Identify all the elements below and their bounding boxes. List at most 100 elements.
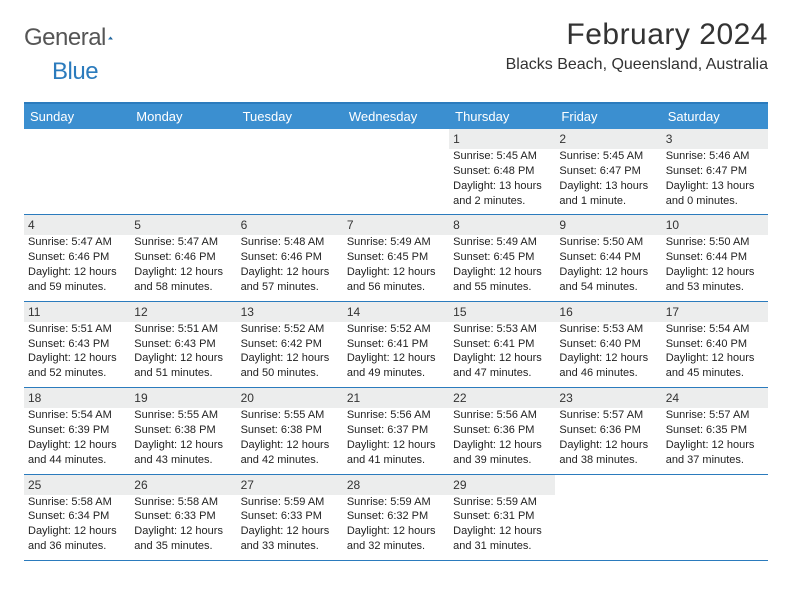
sunrise-line: Sunrise: 5:59 AM: [347, 495, 445, 510]
day-cell: [237, 149, 343, 214]
sunset-line: Sunset: 6:37 PM: [347, 423, 445, 438]
daylight-line: Daylight: 12 hours and 55 minutes.: [453, 265, 551, 295]
daylight-line: Daylight: 13 hours and 1 minute.: [559, 179, 657, 209]
weekday-header: Thursday: [449, 104, 555, 129]
sunrise-line: Sunrise: 5:56 AM: [453, 408, 551, 423]
sunset-line: Sunset: 6:47 PM: [666, 164, 764, 179]
sunrise-line: Sunrise: 5:58 AM: [28, 495, 126, 510]
sunset-line: Sunset: 6:43 PM: [134, 337, 232, 352]
day-cell: Sunrise: 5:53 AMSunset: 6:41 PMDaylight:…: [449, 322, 555, 387]
sunrise-line: Sunrise: 5:45 AM: [453, 149, 551, 164]
daylight-line: Daylight: 12 hours and 47 minutes.: [453, 351, 551, 381]
sunrise-line: Sunrise: 5:57 AM: [666, 408, 764, 423]
day-number: 13: [237, 302, 343, 322]
daylight-line: Daylight: 12 hours and 39 minutes.: [453, 438, 551, 468]
sunrise-line: Sunrise: 5:48 AM: [241, 235, 339, 250]
sunrise-line: Sunrise: 5:55 AM: [134, 408, 232, 423]
day-number: 22: [449, 388, 555, 408]
sunset-line: Sunset: 6:34 PM: [28, 509, 126, 524]
daylight-line: Daylight: 12 hours and 42 minutes.: [241, 438, 339, 468]
day-cell: Sunrise: 5:58 AMSunset: 6:33 PMDaylight:…: [130, 495, 236, 560]
sunrise-line: Sunrise: 5:54 AM: [28, 408, 126, 423]
day-number: 8: [449, 215, 555, 235]
day-number: 24: [662, 388, 768, 408]
day-number: 14: [343, 302, 449, 322]
day-cell: [24, 149, 130, 214]
sunrise-line: Sunrise: 5:50 AM: [666, 235, 764, 250]
sunset-line: Sunset: 6:33 PM: [134, 509, 232, 524]
sunset-line: Sunset: 6:46 PM: [28, 250, 126, 265]
sunrise-line: Sunrise: 5:56 AM: [347, 408, 445, 423]
day-number: 16: [555, 302, 661, 322]
sunset-line: Sunset: 6:47 PM: [559, 164, 657, 179]
day-cell: Sunrise: 5:52 AMSunset: 6:41 PMDaylight:…: [343, 322, 449, 387]
sunset-line: Sunset: 6:31 PM: [453, 509, 551, 524]
day-cell: Sunrise: 5:59 AMSunset: 6:33 PMDaylight:…: [237, 495, 343, 560]
daylight-line: Daylight: 12 hours and 50 minutes.: [241, 351, 339, 381]
day-cell: Sunrise: 5:49 AMSunset: 6:45 PMDaylight:…: [343, 235, 449, 300]
daylight-line: Daylight: 12 hours and 59 minutes.: [28, 265, 126, 295]
day-cell: Sunrise: 5:59 AMSunset: 6:31 PMDaylight:…: [449, 495, 555, 560]
day-cell: [662, 495, 768, 560]
day-number: 18: [24, 388, 130, 408]
day-number: 7: [343, 215, 449, 235]
day-cell: Sunrise: 5:53 AMSunset: 6:40 PMDaylight:…: [555, 322, 661, 387]
day-number: 6: [237, 215, 343, 235]
sunset-line: Sunset: 6:41 PM: [453, 337, 551, 352]
daylight-line: Daylight: 12 hours and 35 minutes.: [134, 524, 232, 554]
sunrise-line: Sunrise: 5:58 AM: [134, 495, 232, 510]
day-number: 29: [449, 475, 555, 495]
daylight-line: Daylight: 13 hours and 2 minutes.: [453, 179, 551, 209]
sunrise-line: Sunrise: 5:52 AM: [241, 322, 339, 337]
day-number: [662, 475, 768, 495]
daynum-row: 45678910: [24, 215, 768, 235]
day-cell: Sunrise: 5:56 AMSunset: 6:36 PMDaylight:…: [449, 408, 555, 473]
week-row: Sunrise: 5:54 AMSunset: 6:39 PMDaylight:…: [24, 408, 768, 474]
sunrise-line: Sunrise: 5:55 AM: [241, 408, 339, 423]
day-cell: [555, 495, 661, 560]
day-cell: Sunrise: 5:48 AMSunset: 6:46 PMDaylight:…: [237, 235, 343, 300]
calendar-page: General February 2024 Blacks Beach, Quee…: [0, 0, 792, 561]
daynum-row: 123: [24, 129, 768, 149]
daylight-line: Daylight: 12 hours and 54 minutes.: [559, 265, 657, 295]
sunset-line: Sunset: 6:41 PM: [347, 337, 445, 352]
daylight-line: Daylight: 12 hours and 52 minutes.: [28, 351, 126, 381]
daylight-line: Daylight: 12 hours and 31 minutes.: [453, 524, 551, 554]
sunrise-line: Sunrise: 5:51 AM: [28, 322, 126, 337]
day-number: [237, 129, 343, 149]
triangle-icon: [108, 28, 113, 48]
sunset-line: Sunset: 6:36 PM: [559, 423, 657, 438]
daylight-line: Daylight: 12 hours and 45 minutes.: [666, 351, 764, 381]
day-number: [24, 129, 130, 149]
day-cell: Sunrise: 5:51 AMSunset: 6:43 PMDaylight:…: [24, 322, 130, 387]
brand-word-1: General: [24, 24, 106, 52]
day-number: 11: [24, 302, 130, 322]
day-number: [343, 129, 449, 149]
sunrise-line: Sunrise: 5:57 AM: [559, 408, 657, 423]
daynum-row: 11121314151617: [24, 302, 768, 322]
daynum-row: 2526272829: [24, 475, 768, 495]
day-number: 26: [130, 475, 236, 495]
week-row: Sunrise: 5:45 AMSunset: 6:48 PMDaylight:…: [24, 149, 768, 215]
day-number: [130, 129, 236, 149]
day-number: 5: [130, 215, 236, 235]
day-cell: Sunrise: 5:54 AMSunset: 6:40 PMDaylight:…: [662, 322, 768, 387]
day-number: 27: [237, 475, 343, 495]
daylight-line: Daylight: 12 hours and 46 minutes.: [559, 351, 657, 381]
calendar-grid: 123Sunrise: 5:45 AMSunset: 6:48 PMDaylig…: [24, 129, 768, 561]
daylight-line: Daylight: 12 hours and 33 minutes.: [241, 524, 339, 554]
weekday-header: Wednesday: [343, 104, 449, 129]
daylight-line: Daylight: 12 hours and 43 minutes.: [134, 438, 232, 468]
daylight-line: Daylight: 12 hours and 37 minutes.: [666, 438, 764, 468]
day-cell: Sunrise: 5:57 AMSunset: 6:36 PMDaylight:…: [555, 408, 661, 473]
sunrise-line: Sunrise: 5:54 AM: [666, 322, 764, 337]
sunset-line: Sunset: 6:40 PM: [666, 337, 764, 352]
sunrise-line: Sunrise: 5:49 AM: [453, 235, 551, 250]
brand-logo: General: [24, 24, 136, 52]
day-number: 3: [662, 129, 768, 149]
day-number: 21: [343, 388, 449, 408]
daylight-line: Daylight: 13 hours and 0 minutes.: [666, 179, 764, 209]
sunset-line: Sunset: 6:40 PM: [559, 337, 657, 352]
sunset-line: Sunset: 6:33 PM: [241, 509, 339, 524]
sunset-line: Sunset: 6:43 PM: [28, 337, 126, 352]
